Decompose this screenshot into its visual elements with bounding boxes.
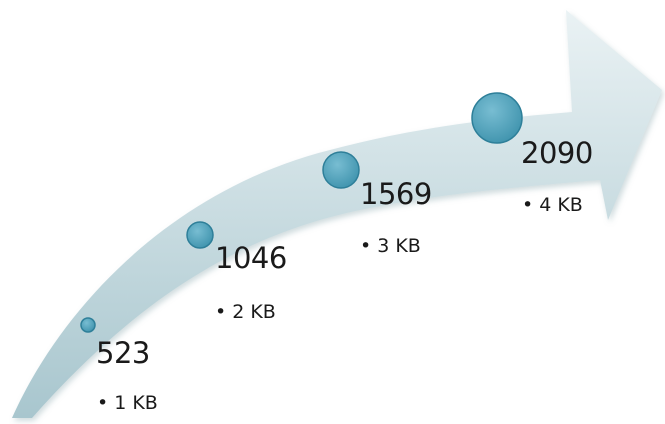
- milestone-value-2: 1046: [215, 241, 287, 275]
- bullet-icon: •: [97, 392, 109, 414]
- milestone-dot-4: [471, 92, 523, 144]
- milestone-dot-1: [80, 317, 96, 333]
- milestone-dot-3: [322, 151, 360, 189]
- milestone-value-1: 523: [96, 336, 150, 370]
- bullet-icon: •: [522, 194, 534, 216]
- bullet-icon: •: [215, 301, 227, 323]
- curved-arrow-shape: [12, 10, 662, 418]
- milestone-size-text-4: 4 KB: [539, 194, 583, 216]
- milestone-dot-2: [186, 221, 214, 249]
- milestone-size-text-2: 2 KB: [232, 301, 276, 323]
- milestone-size-text-1: 1 KB: [114, 392, 158, 414]
- milestone-value-3: 1569: [360, 177, 432, 211]
- bullet-icon: •: [360, 235, 372, 257]
- milestone-size-1: • 1 KB: [97, 394, 158, 413]
- milestone-size-2: • 2 KB: [215, 303, 276, 322]
- milestone-value-4: 2090: [521, 136, 593, 170]
- milestone-size-4: • 4 KB: [522, 196, 583, 215]
- milestone-size-3: • 3 KB: [360, 237, 421, 256]
- milestone-size-text-3: 3 KB: [377, 235, 421, 257]
